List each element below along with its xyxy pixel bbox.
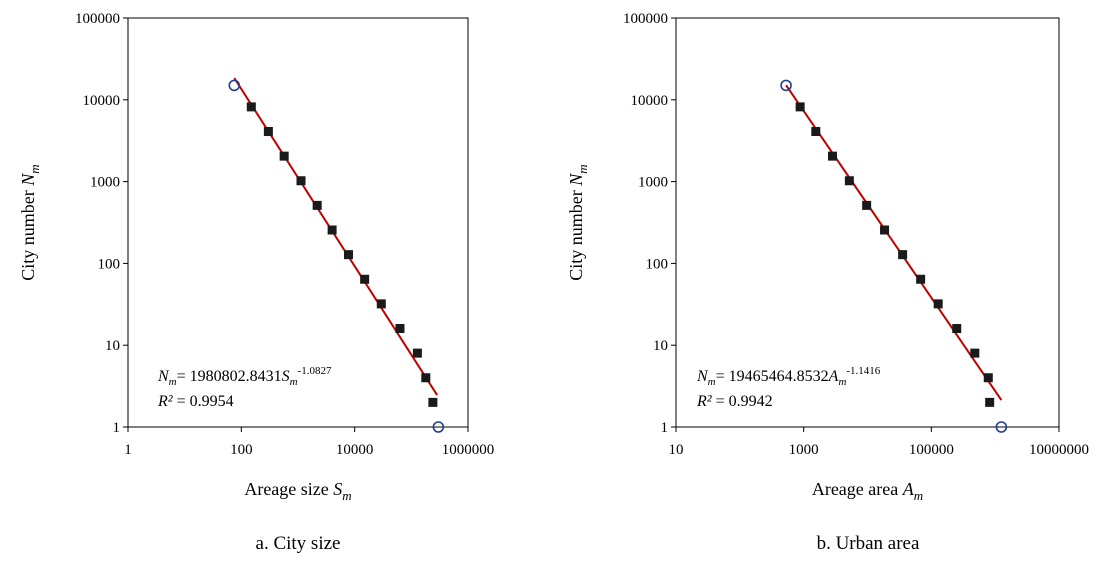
x-axis-label-text: Areage area — [812, 479, 903, 499]
y-tick-label: 10 — [105, 338, 120, 354]
y-axis-label: City number Nm — [566, 164, 590, 280]
equation-exponent: -1.0827 — [298, 365, 332, 377]
equation-exponent: -1.1416 — [846, 365, 880, 377]
x-axis-label-text: Areage size — [244, 479, 333, 499]
y-axis-label-subscript: m — [27, 164, 42, 173]
y-axis-label-text: City number — [18, 186, 38, 281]
y-tick-label: 10000 — [83, 93, 121, 109]
y-axis-label-subscript: m — [575, 164, 590, 173]
r-squared: R² = 0.9942 — [696, 393, 773, 410]
x-tick-label: 100 — [230, 442, 253, 458]
data-point — [280, 152, 289, 161]
fit-equation: Nm= 1980802.8431Sm-1.0827 — [157, 365, 332, 388]
x-axis-label-subscript: m — [914, 488, 923, 503]
equation-rhs-var: S — [282, 368, 290, 385]
fit-line — [234, 78, 437, 395]
r-squared: R² = 0.9954 — [157, 393, 234, 410]
data-point — [264, 127, 273, 136]
data-point — [916, 275, 925, 284]
equation-coefficient: = 19465464.8532 — [716, 368, 829, 385]
data-point — [796, 102, 805, 111]
y-axis-label-var: N — [18, 173, 38, 187]
data-point — [845, 176, 854, 185]
data-point — [313, 201, 322, 210]
equation-rhs-subscript: m — [290, 376, 298, 388]
x-tick-label: 1000 — [789, 442, 819, 458]
equation-lhs-subscript: m — [169, 376, 177, 388]
y-tick-label: 100000 — [623, 11, 668, 27]
panel-caption: b. Urban area — [817, 533, 920, 554]
data-point — [934, 299, 943, 308]
data-point — [421, 373, 430, 382]
equation-coefficient: = 1980802.8431 — [177, 368, 282, 385]
y-tick-label: 10000 — [631, 93, 669, 109]
equation-lhs-subscript: m — [708, 376, 716, 388]
data-point — [952, 324, 961, 333]
x-tick-label: 1000000 — [442, 442, 495, 458]
data-point — [395, 324, 404, 333]
data-point — [898, 250, 907, 259]
y-tick-label: 1 — [661, 420, 669, 436]
panel-caption: a. City size — [256, 533, 341, 554]
x-tick-label: 10 — [669, 442, 684, 458]
y-tick-label: 1 — [113, 420, 121, 436]
data-point — [811, 127, 820, 136]
data-point — [297, 176, 306, 185]
y-axis-label-var: N — [566, 173, 586, 187]
data-point — [377, 299, 386, 308]
r-squared-value: = 0.9942 — [712, 393, 773, 410]
data-point — [413, 349, 422, 358]
x-tick-label: 100000 — [909, 442, 954, 458]
x-axis-label: Areage size Sm — [244, 479, 351, 503]
data-point — [880, 226, 889, 235]
r-squared-label: R² — [696, 393, 713, 410]
x-axis-label: Areage area Am — [812, 479, 923, 503]
data-point — [970, 349, 979, 358]
x-axis-label-var: S — [333, 479, 342, 499]
y-axis-label: City number Nm — [18, 164, 42, 280]
data-point — [428, 398, 437, 407]
r-squared-value: = 0.9954 — [173, 393, 234, 410]
data-point — [862, 201, 871, 210]
data-point — [828, 152, 837, 161]
y-tick-label: 10 — [653, 338, 668, 354]
r-squared-label: R² — [157, 393, 174, 410]
data-point — [985, 398, 994, 407]
data-point — [360, 275, 369, 284]
outlier-point — [229, 80, 239, 90]
equation-rhs-var: A — [828, 368, 839, 385]
y-axis-label-text: City number — [566, 186, 586, 281]
y-tick-label: 1000 — [90, 175, 120, 191]
fit-equation: Nm= 19465464.8532Am-1.1416 — [696, 365, 881, 388]
data-point — [328, 226, 337, 235]
x-tick-label: 10000000 — [1029, 442, 1089, 458]
y-tick-label: 100 — [98, 256, 121, 272]
x-tick-label: 1 — [124, 442, 132, 458]
x-axis-label-subscript: m — [342, 488, 351, 503]
data-point — [344, 250, 353, 259]
y-tick-label: 100000 — [75, 11, 120, 27]
equation-rhs-subscript: m — [838, 376, 846, 388]
y-tick-label: 1000 — [638, 175, 668, 191]
x-tick-label: 10000 — [336, 442, 374, 458]
data-point — [984, 373, 993, 382]
data-point — [247, 102, 256, 111]
y-tick-label: 100 — [646, 256, 669, 272]
